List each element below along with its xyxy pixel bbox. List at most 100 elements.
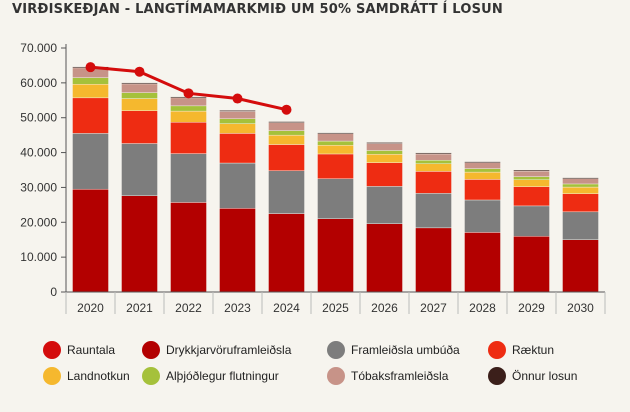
bar-segment <box>513 186 550 207</box>
line-point <box>183 88 194 99</box>
legend-label: Framleiðsla umbúða <box>351 343 460 357</box>
x-tick-label: 2029 <box>518 301 545 315</box>
bar-segment <box>562 177 599 179</box>
bar-segment <box>121 195 158 293</box>
legend-label: Landnotkun <box>67 369 130 383</box>
bar-segment <box>366 142 403 144</box>
bar-segment <box>317 218 354 293</box>
legend-label: Drykkjarvöruframleiðsla <box>166 343 292 357</box>
line-point <box>134 66 145 77</box>
bar-segment <box>121 92 158 99</box>
legend-swatch <box>142 341 160 359</box>
y-tick-label: 20.000 <box>20 215 57 229</box>
bar-segment <box>464 162 501 169</box>
bar-segment <box>317 145 354 155</box>
bar-segment <box>121 110 158 144</box>
bar-segment <box>513 170 550 177</box>
legend-label: Rauntala <box>67 343 115 357</box>
legend-swatch <box>142 367 160 385</box>
legend-label: Önnur losun <box>512 369 577 383</box>
legend: Rauntala Drykkjarvöruframleiðsla Framleiðs… <box>43 341 577 385</box>
bar-segment <box>268 130 305 136</box>
legend-swatch <box>43 341 61 359</box>
bar-segment <box>562 183 599 188</box>
bar-segment <box>170 202 207 293</box>
bar-segment <box>268 122 305 131</box>
legend-swatch <box>43 367 61 385</box>
bar-segment <box>415 171 452 194</box>
bar-segment <box>219 123 256 134</box>
bar-segment <box>513 176 550 180</box>
bar-segment <box>219 118 256 124</box>
bar-segment <box>121 83 158 93</box>
bar-segment <box>317 133 354 142</box>
bar-segment <box>219 110 256 112</box>
bar-segment <box>562 178 599 185</box>
bar-segment <box>72 133 109 190</box>
bar-segment <box>366 186 403 224</box>
line-point <box>281 104 292 115</box>
y-tick-label: 10.000 <box>20 250 57 264</box>
bar-segment <box>415 227 452 293</box>
y-tick-label: 70.000 <box>20 41 57 55</box>
bar-segment <box>415 193 452 229</box>
bar-segment <box>464 179 501 201</box>
bar-segment <box>170 97 207 107</box>
bar-segment <box>464 168 501 173</box>
line-series <box>85 62 292 115</box>
x-tick-label: 2024 <box>273 301 300 315</box>
bar-segment <box>317 153 354 179</box>
bar-segment <box>366 162 403 187</box>
y-tick-label: 30.000 <box>20 180 57 194</box>
y-tick-label: 0 <box>50 285 57 299</box>
bars <box>72 66 599 293</box>
bar-segment <box>513 169 550 172</box>
y-tick-label: 60.000 <box>20 76 57 90</box>
bar-segment <box>513 205 550 237</box>
bar-segment <box>464 232 501 293</box>
bar-segment <box>317 178 354 219</box>
x-tick-label: 2022 <box>175 301 202 315</box>
bar-segment <box>317 132 354 134</box>
bar-segment <box>170 122 207 154</box>
x-axis: 2020 2021 2022 2023 2024 2025 2026 2027 2028 2029… <box>65 292 606 315</box>
chart-title: VIRÐISKEÐJAN - LANGTÍMAMARKMIÐ UM 50% SA… <box>12 2 503 17</box>
bar-segment <box>268 121 305 123</box>
y-axis: 0 10.000 20.000 30.000 40.000 50.000 60.000 70.… <box>20 41 66 299</box>
legend-swatch <box>488 341 506 359</box>
legend-swatch <box>488 367 506 385</box>
bar-segment <box>121 143 158 196</box>
bar-segment <box>170 105 207 112</box>
bar-segment <box>170 153 207 203</box>
bar-segment <box>219 162 256 209</box>
bar-segment <box>415 160 452 164</box>
bar-segment <box>415 153 452 161</box>
bar-segment <box>170 110 207 123</box>
bar-segment <box>366 223 403 293</box>
bar-segment <box>72 188 109 293</box>
bar-segment <box>562 193 599 213</box>
x-tick-label: 2030 <box>567 301 594 315</box>
bar-segment <box>268 170 305 214</box>
bar-segment <box>121 82 158 85</box>
x-tick-label: 2028 <box>469 301 496 315</box>
bar-segment <box>415 152 452 155</box>
x-tick-label: 2023 <box>224 301 251 315</box>
bar-segment <box>219 133 256 164</box>
legend-label: Alþjóðlegur flutningur <box>166 369 279 383</box>
y-tick-label: 40.000 <box>20 146 57 160</box>
bar-segment <box>562 186 599 194</box>
bar-segment <box>268 213 305 293</box>
bar-segment <box>219 208 256 293</box>
legend-swatch <box>327 367 345 385</box>
bar-segment <box>72 77 109 85</box>
x-tick-label: 2020 <box>77 301 104 315</box>
bar-segment <box>121 98 158 111</box>
bar-segment <box>415 163 452 172</box>
line-point <box>232 93 243 104</box>
legend-label: Tóbaksframleiðsla <box>351 369 449 383</box>
bar-segment <box>317 140 354 146</box>
bar-segment <box>72 97 109 134</box>
x-tick-label: 2025 <box>322 301 349 315</box>
